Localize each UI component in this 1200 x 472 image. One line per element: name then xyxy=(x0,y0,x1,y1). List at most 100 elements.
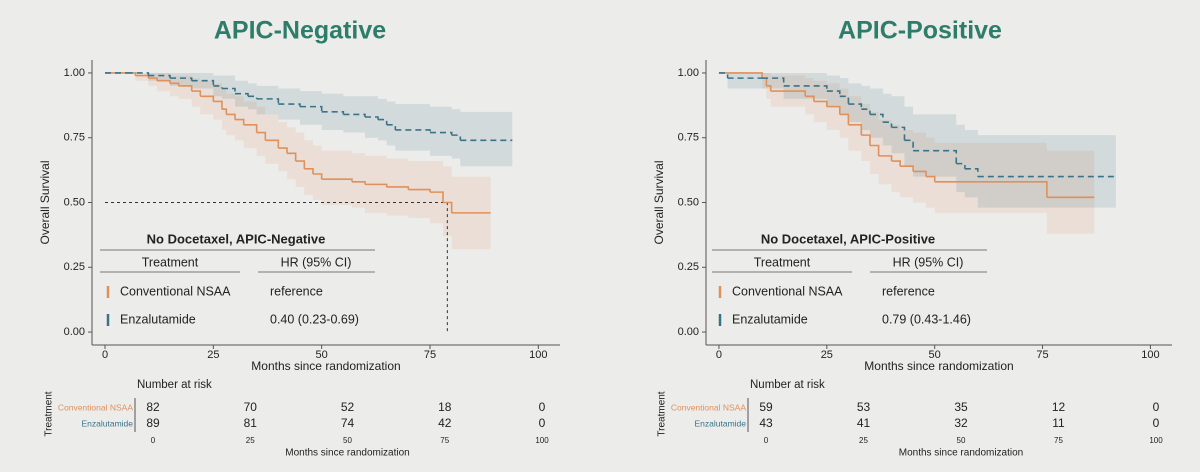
y-tick-label: 0.00 xyxy=(64,326,85,338)
hazard-ratio: reference xyxy=(270,284,323,298)
risk-count: 18 xyxy=(438,400,452,414)
y-tick-label: 1.00 xyxy=(64,67,85,79)
survival-step xyxy=(248,95,258,99)
risk-row-label: Conventional NSAA xyxy=(58,402,133,412)
risk-tick-label: 0 xyxy=(764,436,769,445)
survival-step xyxy=(321,178,353,182)
risk-count: 59 xyxy=(759,400,773,414)
survival-step xyxy=(256,131,267,141)
survival-step xyxy=(278,147,288,154)
x-tick-label: 50 xyxy=(316,349,328,361)
survival-step xyxy=(826,105,841,115)
survival-step xyxy=(861,134,871,146)
risk-table-title: Number at risk xyxy=(750,379,825,391)
risk-count: 35 xyxy=(954,400,968,414)
risk-count: 0 xyxy=(539,400,546,414)
risk-tick-label: 50 xyxy=(957,436,966,445)
risk-count: 0 xyxy=(1153,400,1160,414)
survival-step xyxy=(343,113,366,117)
risk-x-title: Months since randomization xyxy=(285,448,410,459)
risk-count: 81 xyxy=(244,416,258,430)
x-axis-title: Months since randomization xyxy=(864,359,1013,373)
survival-step xyxy=(365,183,388,187)
survival-step xyxy=(718,72,729,79)
hazard-ratio: 0.40 (0.23-0.69) xyxy=(270,312,359,326)
risk-count: 82 xyxy=(146,400,160,414)
survival-step xyxy=(882,121,893,128)
risk-tick-label: 50 xyxy=(343,436,352,445)
survival-step xyxy=(395,129,431,133)
risk-count: 32 xyxy=(954,416,968,430)
y-tick-label: 0.00 xyxy=(678,326,699,338)
survival-step xyxy=(386,123,397,130)
chart-title: APIC-Positive xyxy=(838,17,1002,45)
risk-tick-label: 25 xyxy=(246,436,255,445)
survival-step xyxy=(813,100,828,107)
survival-step xyxy=(213,100,223,110)
survival-step xyxy=(313,173,323,180)
survival-step xyxy=(848,103,863,110)
x-tick-label: 0 xyxy=(716,349,722,361)
survival-step xyxy=(766,85,772,92)
survival-step xyxy=(200,95,215,102)
survival-step xyxy=(913,170,927,177)
survival-step xyxy=(126,72,150,76)
survival-step xyxy=(913,149,958,164)
survival-step xyxy=(178,85,193,92)
survival-step xyxy=(430,191,444,203)
survival-step xyxy=(321,111,345,115)
risk-tick-label: 75 xyxy=(1054,436,1063,445)
risk-count: 0 xyxy=(1153,416,1160,430)
survival-step xyxy=(770,90,807,97)
survival-step xyxy=(904,139,914,151)
survival-step xyxy=(170,77,193,81)
survival-step xyxy=(213,85,223,89)
risk-count: 43 xyxy=(759,416,773,430)
survival-step xyxy=(934,180,1048,198)
survival-step xyxy=(265,139,280,149)
survival-step xyxy=(839,95,850,105)
x-tick-label: 75 xyxy=(1036,349,1048,361)
survival-step xyxy=(148,74,171,79)
risk-tick-label: 25 xyxy=(859,436,868,445)
hazard-ratio: 0.79 (0.43-1.46) xyxy=(882,312,971,326)
x-tick-label: 25 xyxy=(821,349,833,361)
survival-step xyxy=(191,90,202,97)
x-tick-label: 100 xyxy=(1141,349,1159,361)
ci-band xyxy=(105,72,513,167)
x-axis-title: Months since randomization xyxy=(251,359,400,373)
survival-step xyxy=(226,113,236,120)
survival-step xyxy=(191,79,215,86)
risk-tick-label: 100 xyxy=(535,436,549,445)
table-header: Treatment xyxy=(142,255,199,269)
legend-label: Conventional NSAA xyxy=(732,284,843,298)
y-tick-label: 1.00 xyxy=(678,67,699,79)
survival-step xyxy=(295,160,306,169)
survival-step xyxy=(839,113,850,125)
risk-table-title: Number at risk xyxy=(137,379,212,391)
risk-tick-label: 75 xyxy=(440,436,449,445)
y-tick-label: 0.50 xyxy=(678,196,699,208)
survival-step xyxy=(300,105,323,112)
x-tick-label: 0 xyxy=(102,349,108,361)
y-tick-label: 0.25 xyxy=(64,261,85,273)
y-tick-label: 0.50 xyxy=(64,196,85,208)
y-axis-title: Overall Survival xyxy=(38,160,52,244)
survival-step xyxy=(891,126,906,141)
survival-step xyxy=(243,123,258,133)
risk-row-label: Enzalutamide xyxy=(694,418,746,428)
survival-step xyxy=(408,188,431,193)
survival-step xyxy=(869,113,884,123)
risk-tick-label: 100 xyxy=(1149,436,1163,445)
risk-row-label: Conventional NSAA xyxy=(671,402,746,412)
risk-x-title: Months since randomization xyxy=(899,448,1024,459)
survival-step xyxy=(430,131,453,136)
x-tick-label: 100 xyxy=(529,349,547,361)
survival-step xyxy=(378,118,388,125)
table-header: HR (95% CI) xyxy=(893,255,964,269)
risk-count: 53 xyxy=(857,400,871,414)
survival-step xyxy=(443,201,453,213)
risk-row-label: Enzalutamide xyxy=(81,418,133,428)
survival-step xyxy=(900,165,914,172)
